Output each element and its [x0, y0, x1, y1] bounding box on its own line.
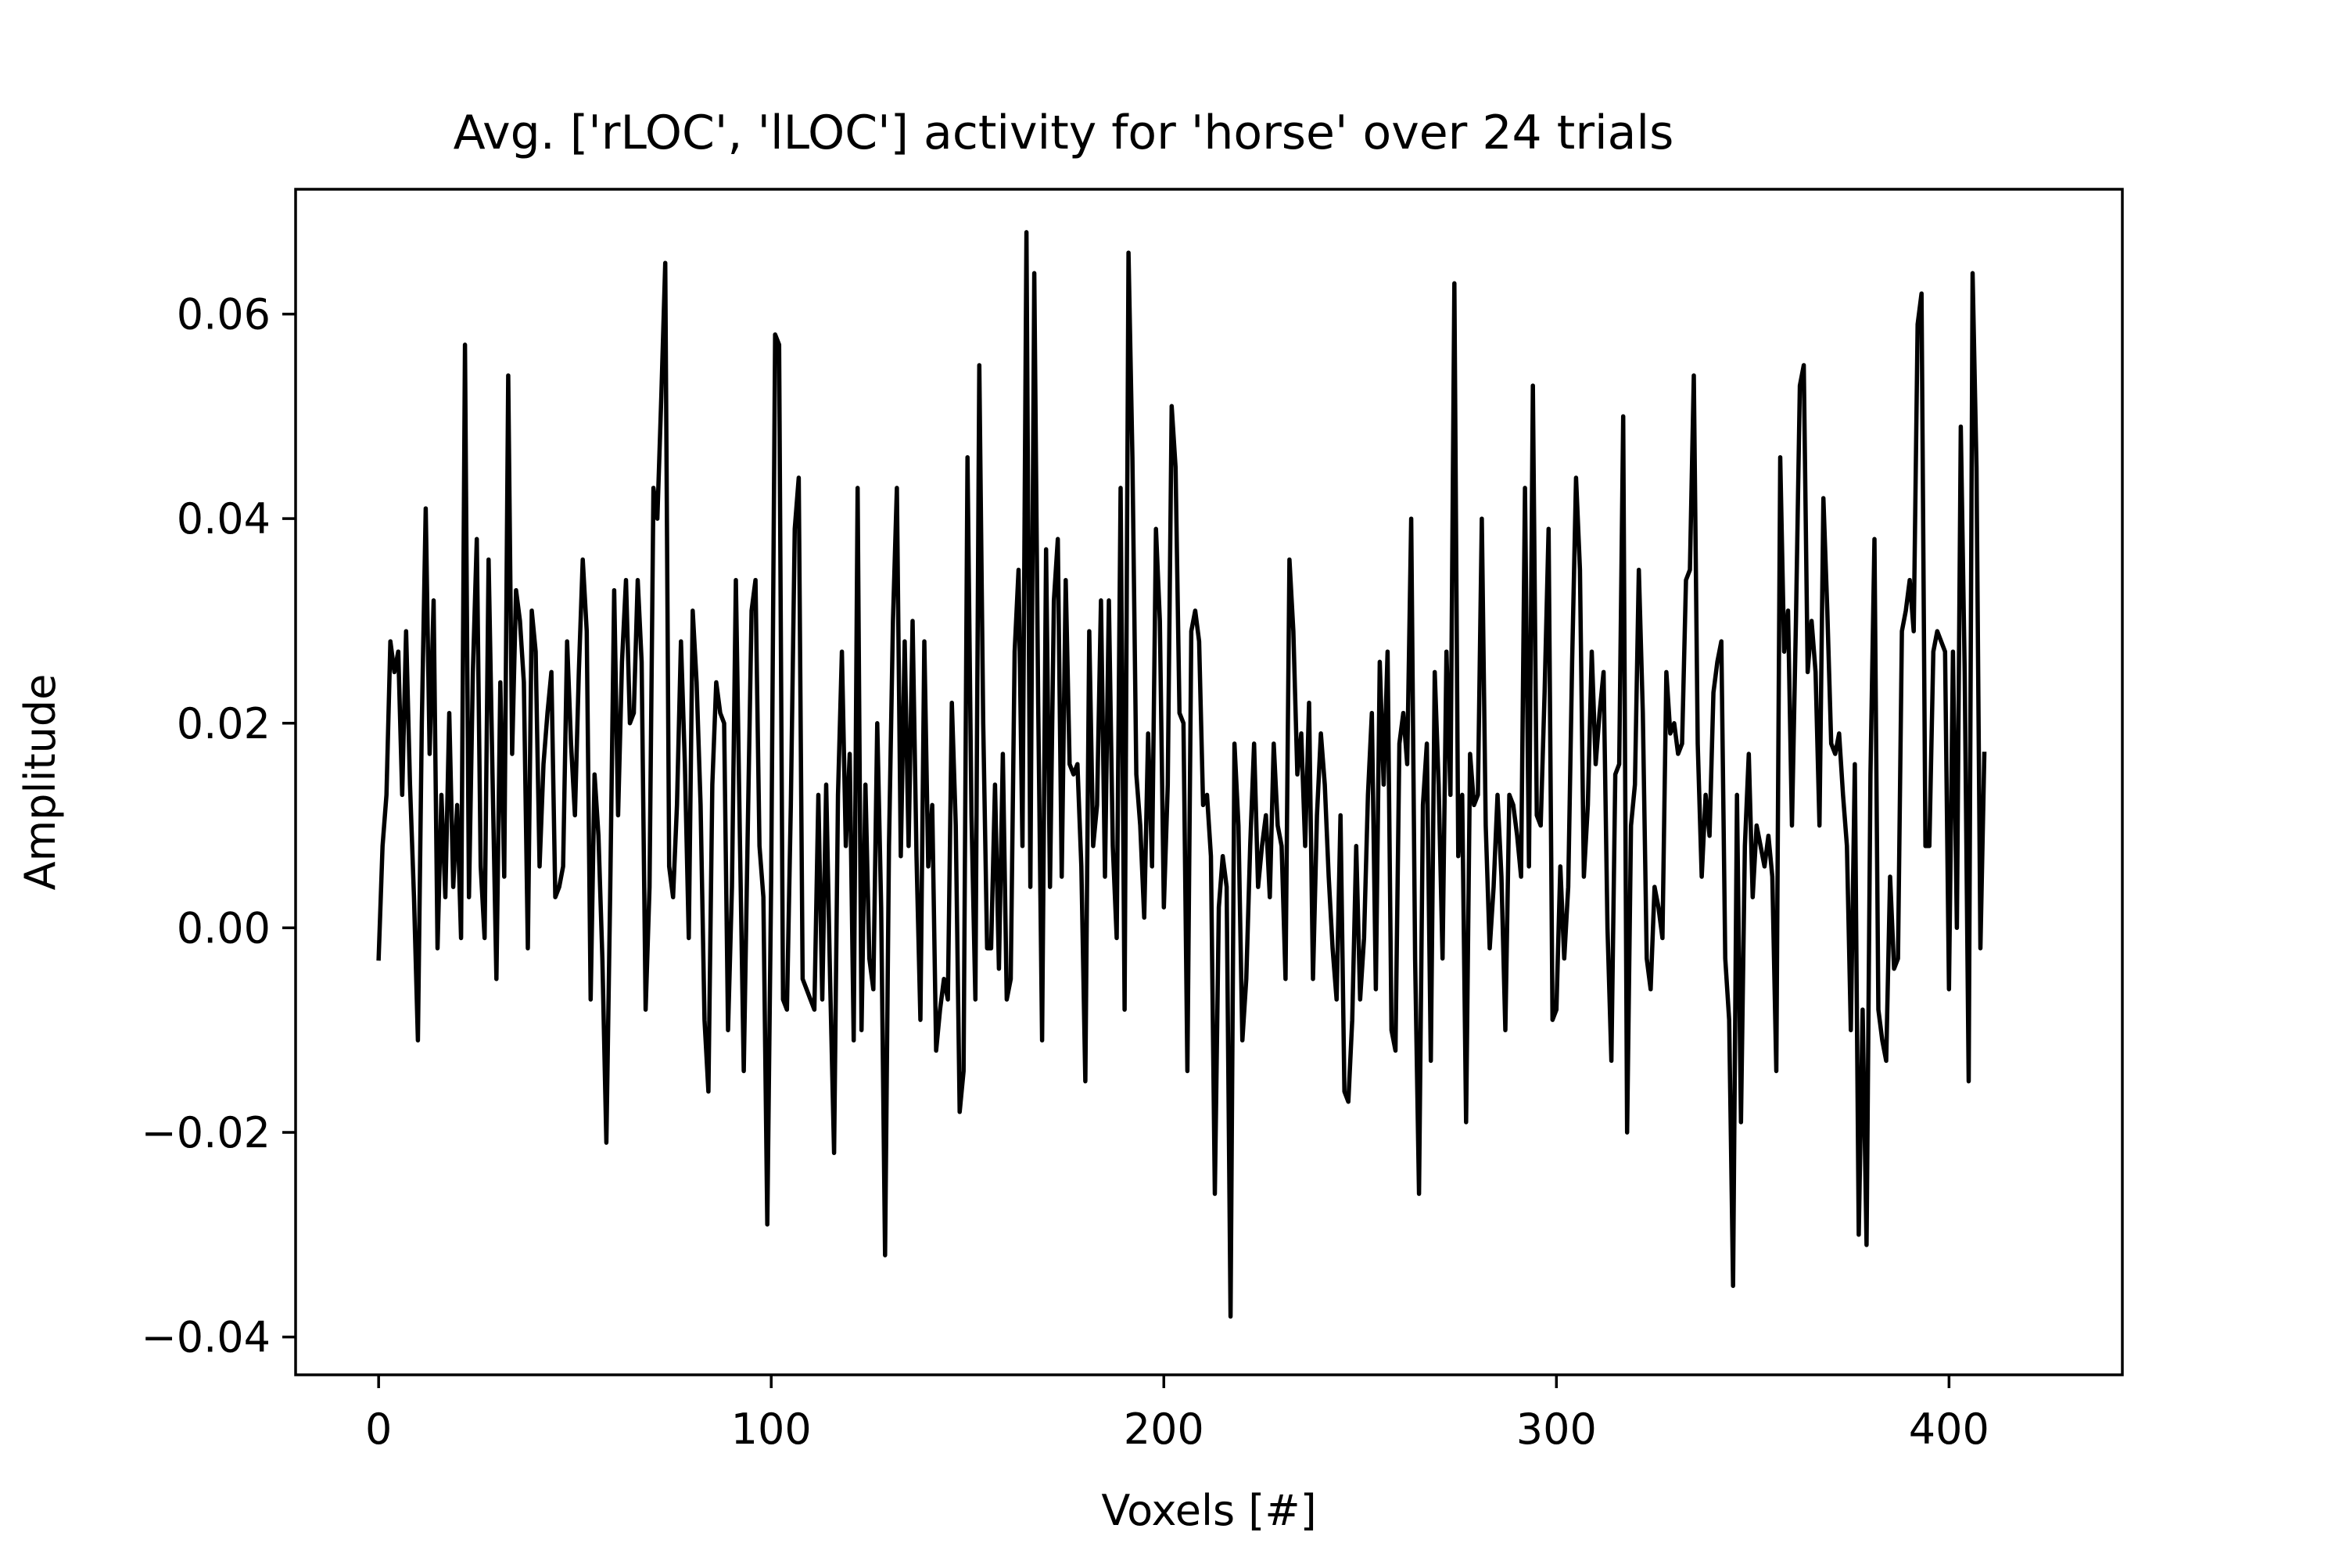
chart-title: Avg. ['rLOC', 'lLOC'] activity for 'hors… — [454, 106, 1674, 160]
plot-frame — [294, 188, 2124, 1376]
x-tick-label: 300 — [1516, 1405, 1597, 1454]
y-tick-label: −0.04 — [142, 1313, 271, 1362]
x-tick-label: 400 — [1909, 1405, 1989, 1454]
y-axis-ticks: −0.04 −0.02 0.00 0.02 0.04 0.06 — [142, 290, 296, 1362]
plot-area — [376, 230, 1987, 1319]
x-tick-label: 100 — [731, 1405, 812, 1454]
y-tick-label: −0.02 — [142, 1108, 271, 1157]
x-axis-label: Voxels [#] — [1101, 1486, 1316, 1535]
x-tick-label: 200 — [1124, 1405, 1204, 1454]
series-line-amplitude — [376, 230, 1987, 1319]
y-tick-label: 0.06 — [177, 290, 271, 339]
y-tick-label: 0.02 — [177, 699, 271, 748]
x-axis-ticks: 0 100 200 300 400 — [365, 1375, 1989, 1454]
x-tick-label: 0 — [365, 1405, 392, 1454]
y-tick-label: 0.04 — [177, 494, 271, 544]
y-axis-label: Amplitude — [16, 674, 65, 891]
y-tick-label: 0.00 — [177, 903, 271, 953]
